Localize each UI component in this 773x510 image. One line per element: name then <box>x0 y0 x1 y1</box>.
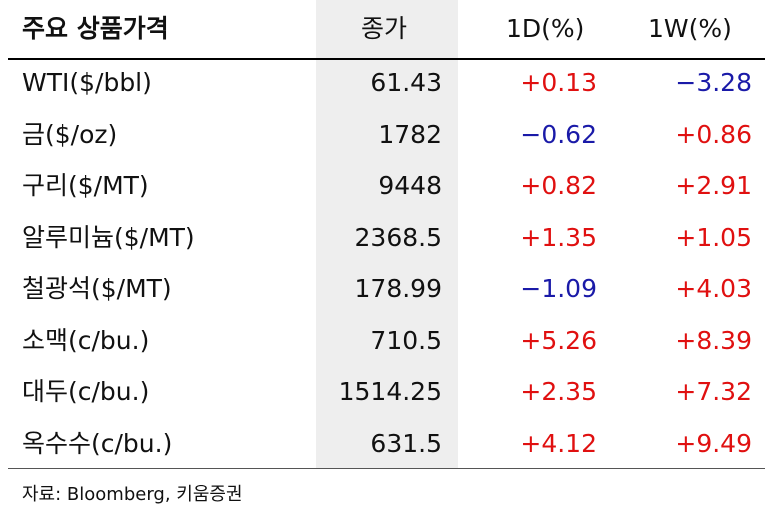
close-price: 631.5 <box>370 428 442 458</box>
change-cell: +0.86 <box>675 119 752 149</box>
change-cell: +1.35 <box>520 222 597 252</box>
change-cell: +0.82 <box>520 171 597 200</box>
close-price: 61.43 <box>370 68 442 97</box>
header-cell: 1D(%) <box>506 14 585 43</box>
change-cell: +2.91 <box>675 171 752 200</box>
change-cell: +7.32 <box>675 377 752 406</box>
row-label: 철광석($/MT) <box>22 274 172 303</box>
close-price: 1514.25 <box>338 377 442 406</box>
change-cell: +4.03 <box>675 274 752 303</box>
row-label: 구리($/MT) <box>22 171 149 200</box>
change-cell: +5.26 <box>520 325 597 355</box>
change-cell: +8.39 <box>675 325 752 355</box>
change-cell: −0.62 <box>520 119 597 149</box>
change-cell: +4.12 <box>520 428 597 458</box>
row-label: 금($/oz) <box>22 119 118 149</box>
close-price: 9448 <box>378 171 442 200</box>
row-label: 대두(c/bu.) <box>22 377 150 406</box>
header-cell: 종가 <box>361 14 408 43</box>
source-note: 자료: Bloomberg, 키움증권 <box>22 484 243 505</box>
change-cell: +2.35 <box>520 377 597 406</box>
row-label: 소맥(c/bu.) <box>22 325 150 355</box>
change-cell: +1.05 <box>675 222 752 252</box>
row-label: 알루미늄($/MT) <box>22 222 195 252</box>
change-cell: +9.49 <box>675 428 752 458</box>
column-shade <box>316 0 458 469</box>
row-label: 옥수수(c/bu.) <box>22 428 173 458</box>
header-rule <box>8 58 765 60</box>
header-cell: 1W(%) <box>648 14 732 43</box>
close-price: 178.99 <box>354 274 442 303</box>
row-label: WTI($/bbl) <box>22 68 152 97</box>
close-price: 710.5 <box>370 325 442 355</box>
bottom-rule <box>8 468 765 469</box>
change-cell: +0.13 <box>520 68 597 97</box>
close-price: 2368.5 <box>354 222 442 252</box>
change-cell: −3.28 <box>675 68 752 97</box>
change-cell: −1.09 <box>520 274 597 303</box>
close-price: 1782 <box>378 119 442 149</box>
header-cell: 주요 상품가격 <box>22 14 169 43</box>
